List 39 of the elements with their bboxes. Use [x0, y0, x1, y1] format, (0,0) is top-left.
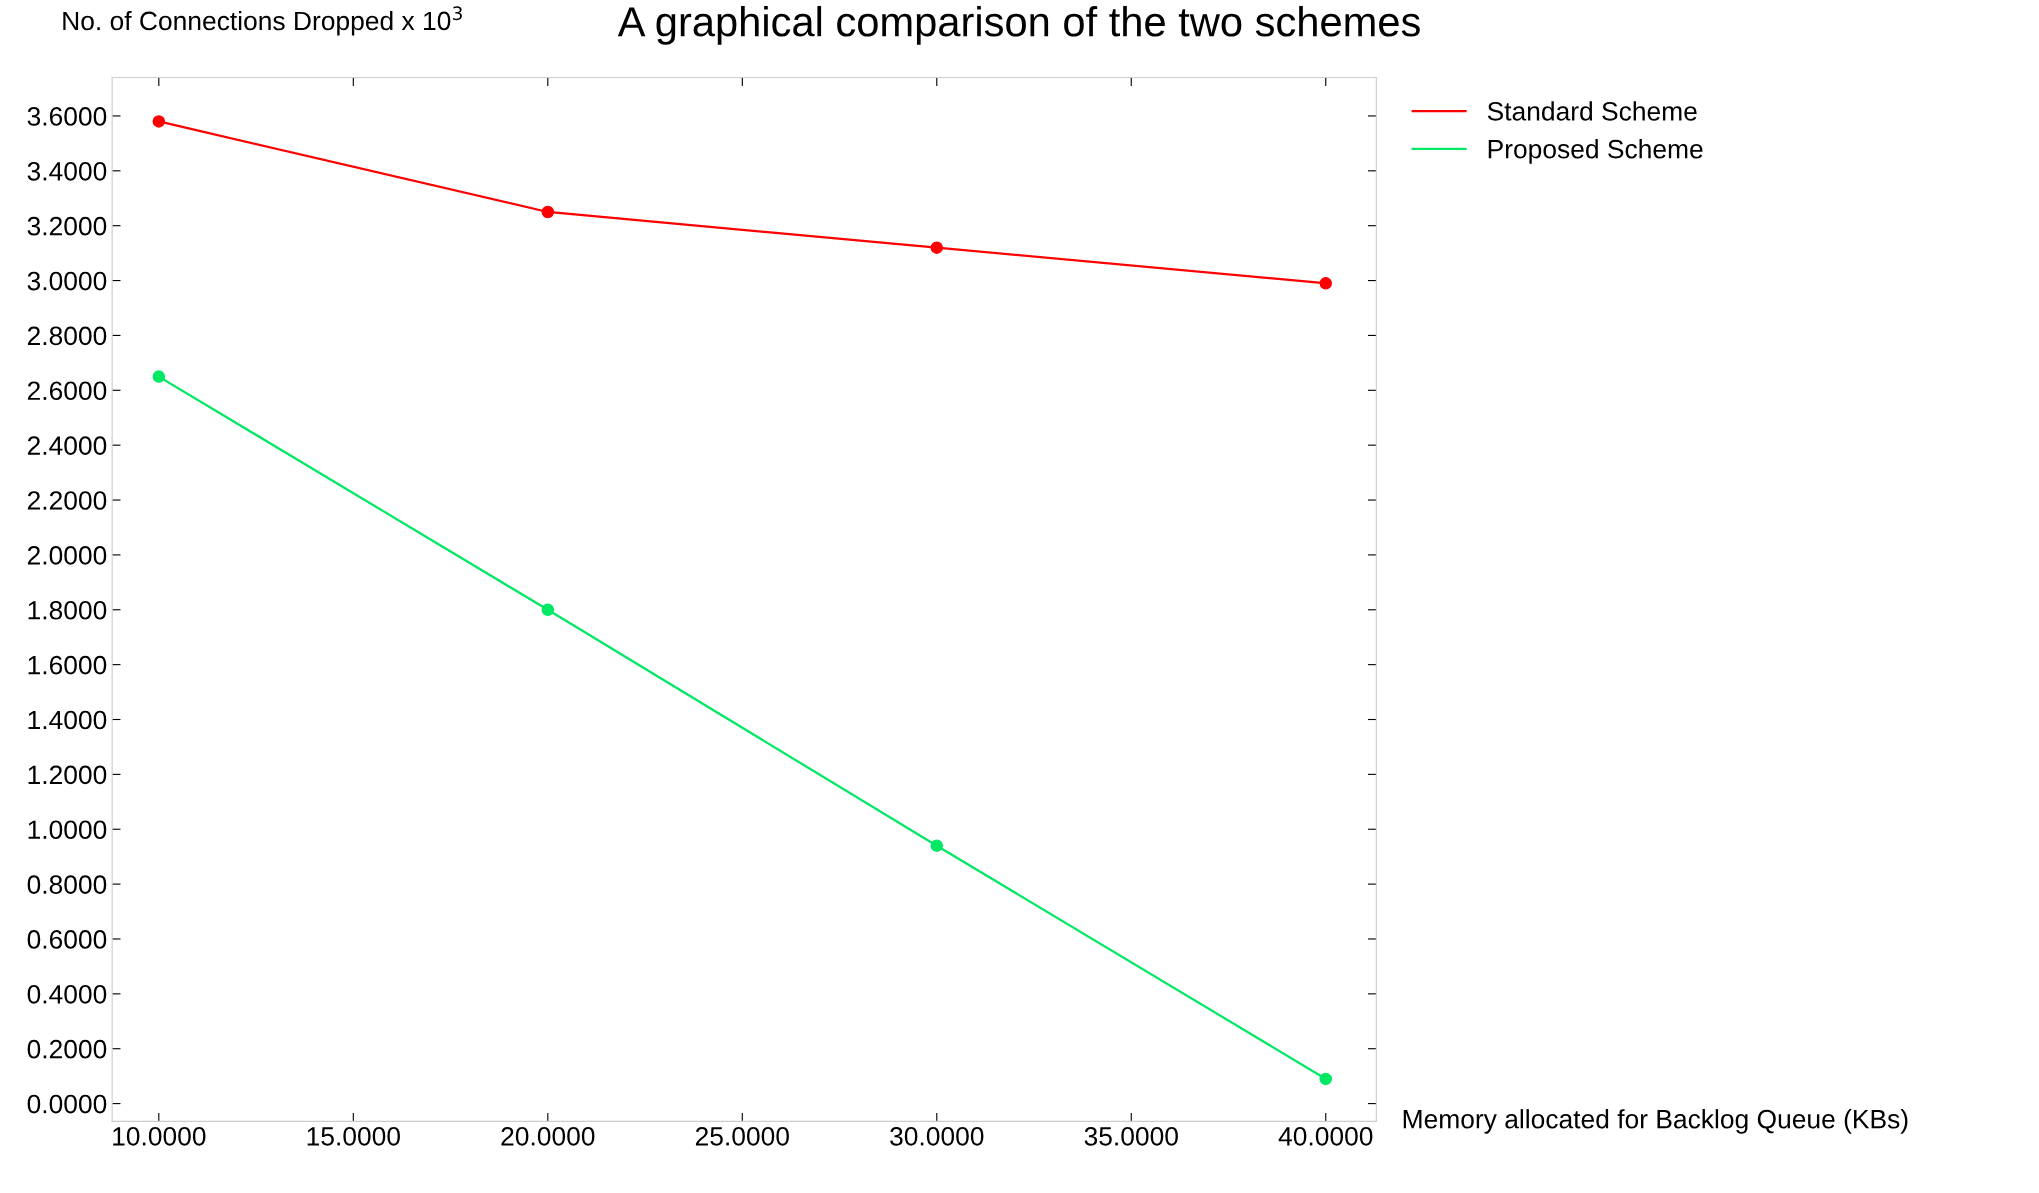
y-tick-label: 2.6000 — [27, 381, 107, 401]
x-tick-label: 25.0000 — [695, 1126, 789, 1146]
x-tick-label: 35.0000 — [1084, 1126, 1178, 1146]
y-tick-label: 3.2000 — [27, 216, 107, 236]
legend-label: Standard Scheme — [1487, 101, 1697, 121]
x-tick-label: 40.0000 — [1278, 1126, 1373, 1146]
y-tick-label: 2.4000 — [27, 436, 107, 455]
chart-title: A graphical comparison of the two schemes — [617, 5, 1420, 45]
legend-label: Proposed Scheme — [1488, 139, 1703, 164]
y-tick-label: 2.0000 — [27, 546, 107, 565]
point — [1319, 1072, 1333, 1086]
y-tick-label: 1.0000 — [28, 820, 107, 840]
y-tick-label: 1.6000 — [28, 655, 107, 675]
y-tick-label: 2.8000 — [27, 326, 107, 346]
y-axis-title: No. of Connections Dropped x 10$^{3}$ — [63, 6, 462, 36]
x-axis-title: Memory allocated for Backlog Queue (KBs) — [1403, 1109, 1908, 1134]
point — [930, 839, 944, 852]
y-tick-label: 2.2000 — [27, 491, 107, 510]
y-tick-label: 0.0000 — [27, 1094, 107, 1114]
y-tick-label: 0.8000 — [27, 875, 107, 894]
y-tick-label: 1.2000 — [28, 765, 107, 785]
x-tick-label: 15.0000 — [307, 1126, 400, 1146]
y-tick-label: 1.8000 — [28, 600, 107, 620]
point — [1319, 277, 1333, 290]
point — [930, 241, 944, 254]
point — [541, 603, 555, 617]
y-tick-label: 0.4000 — [27, 984, 107, 1004]
y-tick-label: 1.4000 — [28, 710, 107, 730]
x-tick-label: 20.0000 — [501, 1126, 595, 1146]
y-tick-label: 0.2000 — [27, 1039, 107, 1059]
point — [152, 115, 166, 128]
y-tick-label: 0.6000 — [27, 930, 107, 949]
y-tick-label: 3.6000 — [27, 107, 107, 126]
y-tick-label: 3.0000 — [27, 271, 107, 291]
x-tick-label: 10.0000 — [113, 1126, 206, 1146]
point — [541, 205, 555, 219]
point — [152, 370, 166, 383]
x-tick-label: 30.0000 — [890, 1126, 984, 1146]
y-tick-label: 3.4000 — [27, 161, 107, 181]
